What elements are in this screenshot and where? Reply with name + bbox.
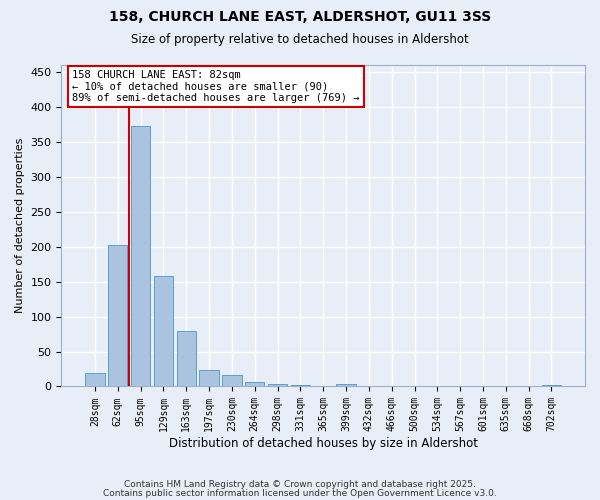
Bar [176,330,196,386]
Text: Contains public sector information licensed under the Open Government Licence v3: Contains public sector information licen… [103,488,497,498]
Bar [268,384,287,386]
Bar [222,376,242,386]
Bar [108,246,127,386]
Bar [154,276,173,386]
Bar [337,384,356,386]
Text: Contains HM Land Registry data © Crown copyright and database right 2025.: Contains HM Land Registry data © Crown c… [124,480,476,489]
Text: 158, CHURCH LANE EAST, ALDERSHOT, GU11 3SS: 158, CHURCH LANE EAST, ALDERSHOT, GU11 3… [109,10,491,24]
Bar [290,385,310,386]
Y-axis label: Number of detached properties: Number of detached properties [15,138,25,314]
Bar [542,385,561,386]
Bar [85,373,104,386]
Bar [245,382,265,386]
Text: 158 CHURCH LANE EAST: 82sqm
← 10% of detached houses are smaller (90)
89% of sem: 158 CHURCH LANE EAST: 82sqm ← 10% of det… [72,70,359,103]
Bar [131,126,150,386]
Text: Size of property relative to detached houses in Aldershot: Size of property relative to detached ho… [131,32,469,46]
X-axis label: Distribution of detached houses by size in Aldershot: Distribution of detached houses by size … [169,437,478,450]
Bar [199,370,219,386]
